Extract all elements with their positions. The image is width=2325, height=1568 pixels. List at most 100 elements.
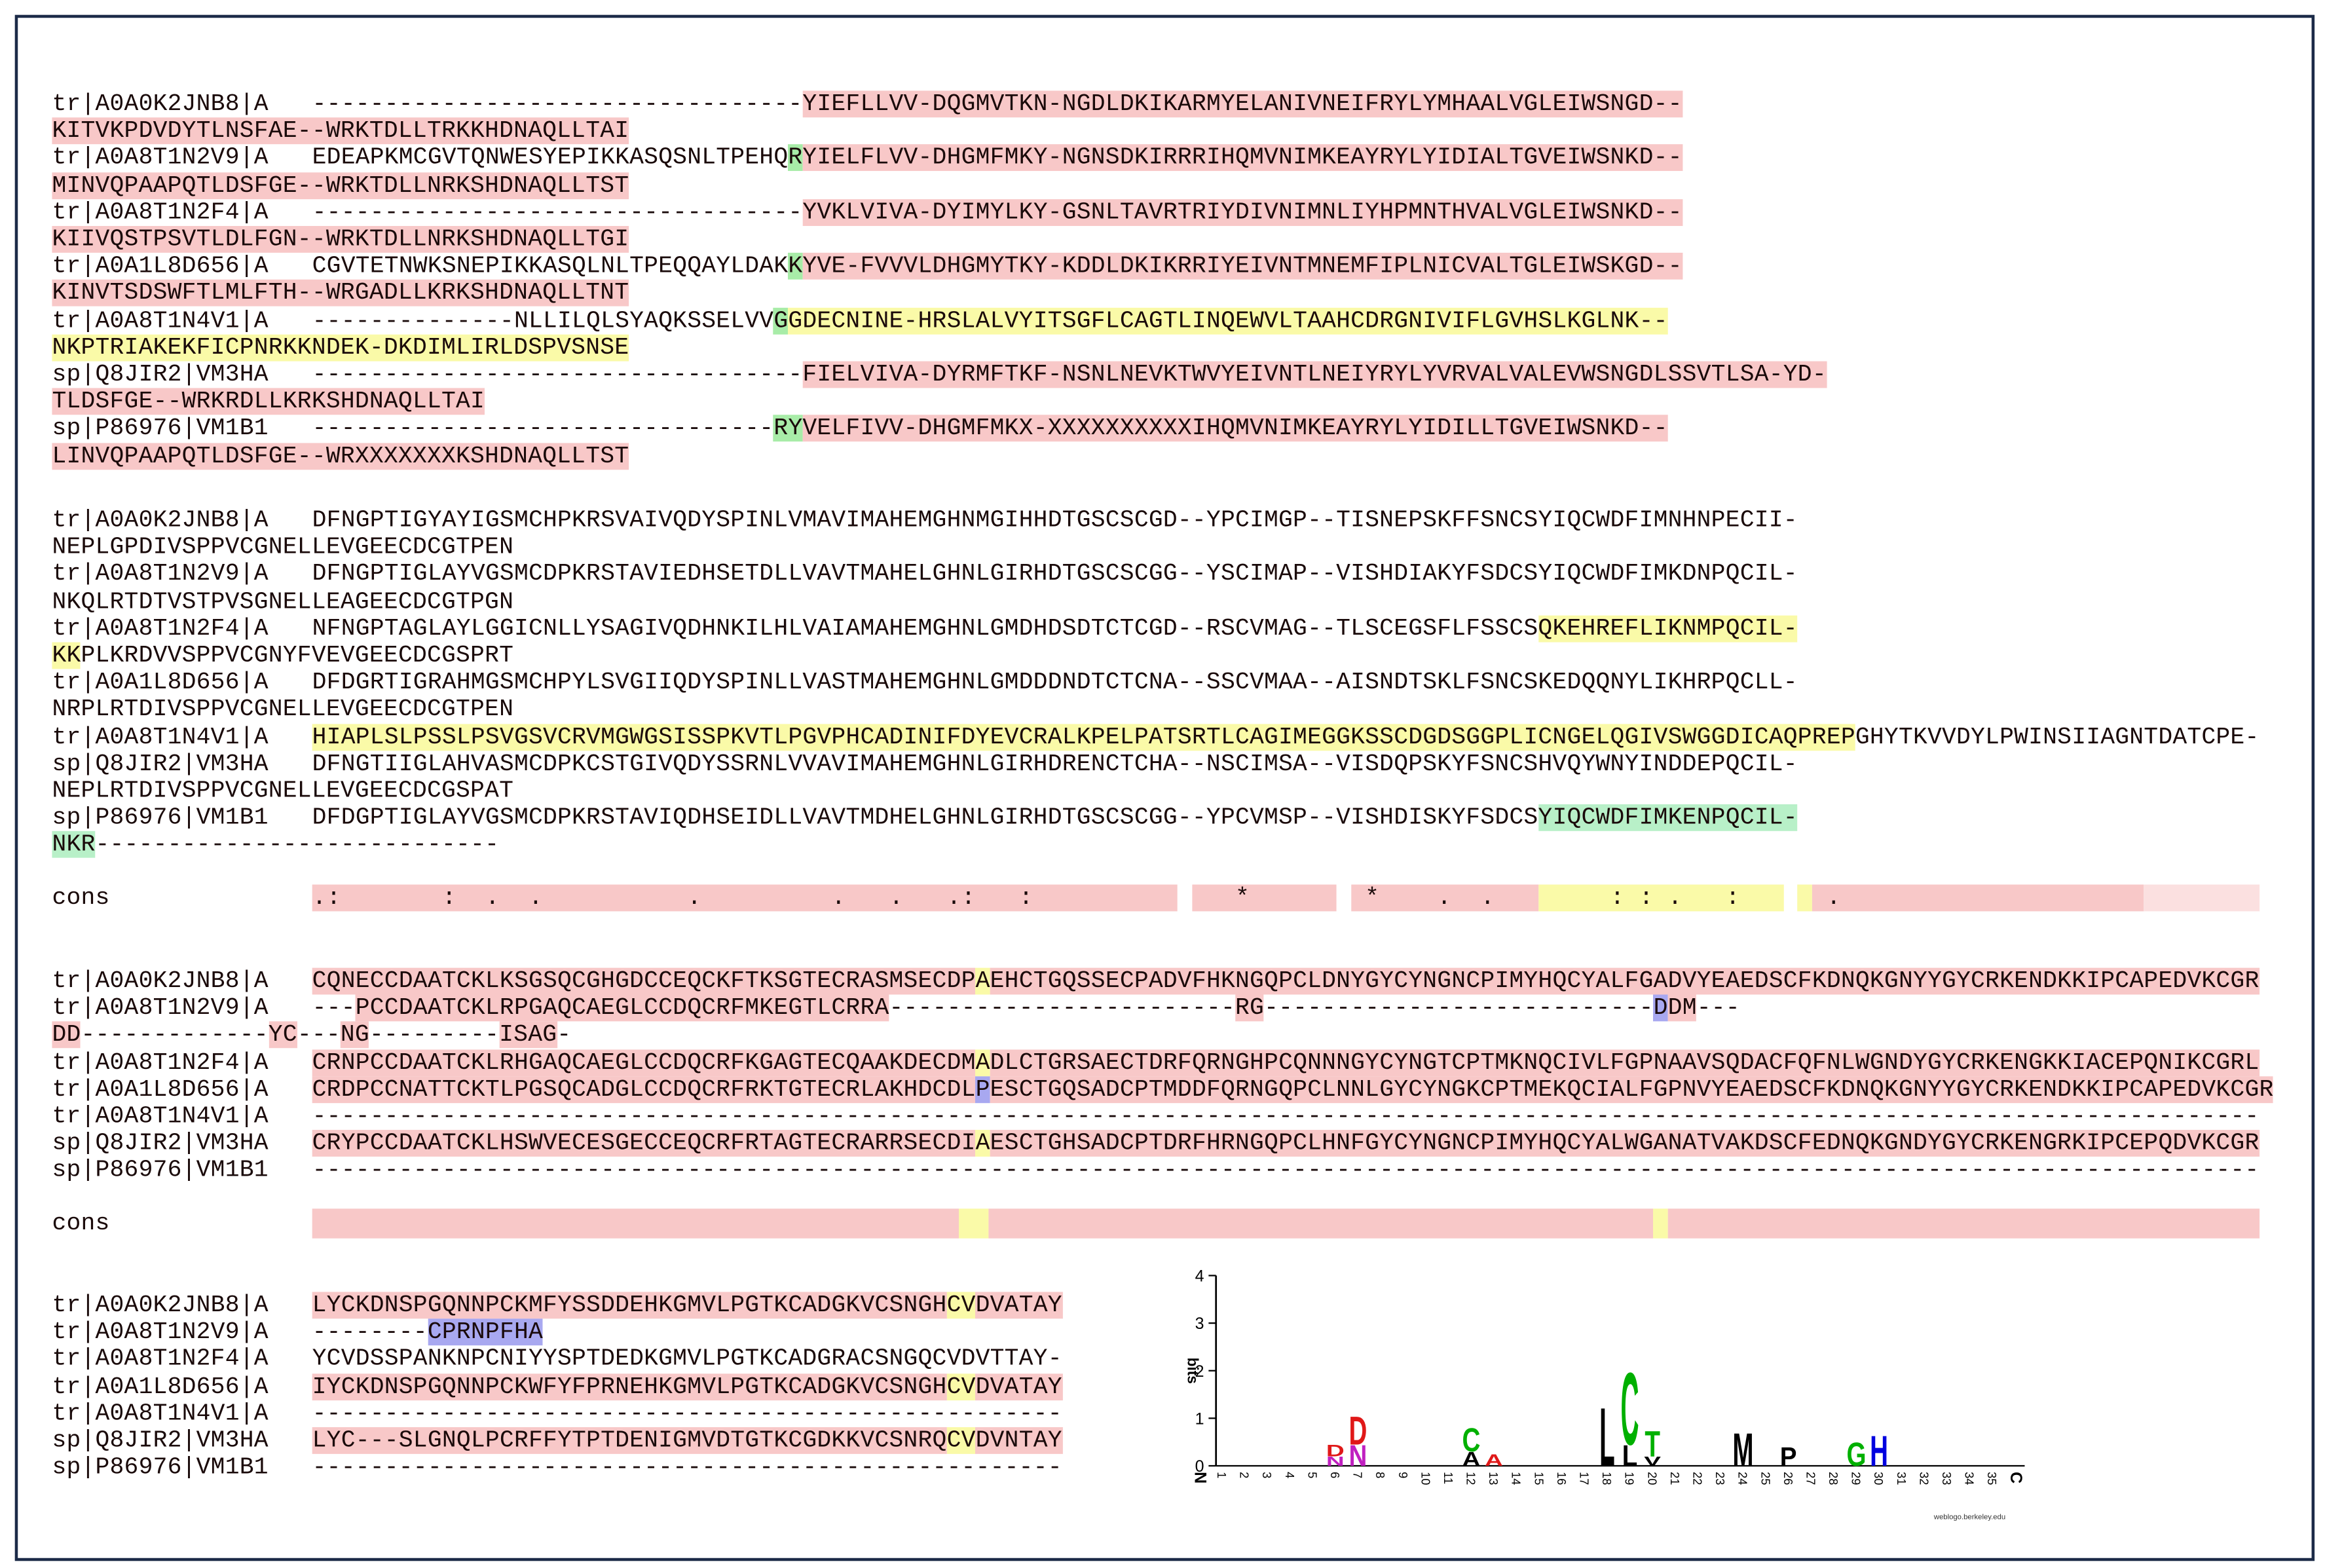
sequence-label: tr|A0A8T1N2V9|A: [52, 994, 269, 1022]
x-tick-label: 31: [1895, 1472, 1908, 1485]
sequence-label: tr|A0A8T1N2F4|A: [52, 615, 269, 643]
sequence-segment: DFNGPTIGYAYIGSMCHPKRSVAIVQDYSPINLVMAVIMA…: [312, 507, 1798, 534]
x-tick-label: 32: [1917, 1472, 1930, 1485]
alignment-row: tr|A0A1L8D656|A CGVTETNWKSNEPIKKASQLNLTPE…: [52, 253, 1683, 280]
sequence-segment: P: [975, 1075, 990, 1103]
sequence-segment: NKR: [52, 831, 96, 859]
alignment-row: tr|A0A8T1N2V9|A ---PCCDAATCKLRPGAQCAEGLCC…: [52, 994, 1740, 1022]
sequence-segment: ----------------------------------------…: [312, 1454, 1062, 1482]
alignment-row: tr|A0A0K2JNB8|A CQNECCDAATCKLKSGSQCGHGDCC…: [52, 967, 2260, 995]
alignment-row: KINVTSDSWFTLMLFTH--WRGADLLKRKSHDNAQLLTNT: [52, 280, 629, 307]
alignment-row: tr|A0A8T1N2V9|A EDEAPKMCGVTQNWESYEPIKKASQ…: [52, 145, 1683, 172]
x-tick-label: 25: [1758, 1472, 1772, 1485]
logo-letter: M: [1732, 1425, 1753, 1477]
sequence-segment: DLCTGRSAECTDRFQRNGHPCQNNNGYCYNGTCPTMKNQC…: [990, 1049, 2260, 1076]
alignment-row: tr|A0A8T1N4V1|A HIAPLSLPSSLPSVGSVCRVMGWGS…: [52, 723, 2259, 751]
alignment-row: NKQLRTDTVSTPVSGNELLEAGEECDCGTPGN: [52, 588, 513, 615]
alignment-row: tr|A0A1L8D656|A IYCKDNSPGQNNPCKWFYFPRNEHK…: [52, 1373, 1062, 1400]
logo-credit: weblogo.berkeley.edu: [1933, 1514, 2005, 1521]
alignment-row: tr|A0A8T1N4V1|A -------------------------…: [52, 1103, 2259, 1130]
logo-letter: P: [1780, 1442, 1797, 1472]
sequence-segment: YIEFLLVV-DQGMVTKN-NGDLDKIKARMYELANIVNEIF…: [802, 90, 1683, 118]
alignment-row: KKPLKRDVVSPPVCGNYFVEVGEECDCGSPRT: [52, 642, 513, 669]
sequence-segment: MINVQPAAPQTLDSFGE--WRKTDLLNRKSHDNAQLLTST: [52, 172, 629, 199]
cons-bar: [1667, 1208, 2260, 1239]
alignment-row: LINVQPAAPQTLDSFGE--WRXXXXXXXKSHDNAQLLTST: [52, 442, 629, 470]
sequence-segment: NG: [340, 1022, 369, 1049]
sequence-segment: ISAG: [499, 1022, 557, 1049]
sequence-segment: D: [1653, 994, 1668, 1022]
sequence-segment: ------------------------: [889, 994, 1236, 1022]
logo-letter: L: [1599, 1391, 1615, 1484]
sequence-segment: CV: [946, 1292, 976, 1319]
sequence-label: tr|A0A0K2JNB8|A: [52, 1292, 269, 1319]
sequence-segment: ---------------------------: [1264, 994, 1654, 1022]
alignment-row: cons: [52, 1210, 312, 1237]
alignment-row: sp|P86976|VM1B1 -------------------------…: [52, 1454, 1062, 1481]
sequence-label: tr|A0A1L8D656|A: [52, 669, 269, 696]
x-tick-label: 18: [1600, 1472, 1613, 1485]
x-tick-label: 6: [1328, 1472, 1341, 1478]
sequence-segment: KINVTSDSWFTLMLFTH--WRGADLLKRKSHDNAQLLTNT: [52, 280, 629, 307]
alignment-row: tr|A0A1L8D656|A DFDGRTIGRAHMGSMCHPYLSVGII…: [52, 669, 1797, 696]
sequence-label: tr|A0A1L8D656|A: [52, 1373, 269, 1400]
sequence-segment: DM: [1667, 994, 1697, 1022]
alignment-row: NEPLGPDIVSPPVCGNELLEVGEECDCGTPEN: [52, 534, 513, 561]
alignment-row: tr|A0A8T1N2F4|A -------------------------…: [52, 198, 1683, 226]
logo-letter: V: [1644, 1454, 1661, 1469]
sequence-segment: [2144, 884, 2260, 912]
x-tick-label: 19: [1623, 1472, 1636, 1485]
sequence-segment: NFNGPTAGLAYLGGICNLLYSAGIVQDHNKILHLVAIAMA…: [312, 615, 1538, 643]
cons-bar: [312, 1208, 959, 1239]
logo-letter: G: [1846, 1436, 1866, 1473]
logo-letter: H: [1870, 1427, 1888, 1475]
x-tick-label: 35: [1985, 1472, 1998, 1485]
sequence-segment: CGVTETNWKSNEPIKKASQLNLTPEQQAYLDAK: [312, 253, 789, 280]
sequence-segment: .: : . . . . . .: :: [312, 884, 1178, 912]
sequence-segment: DD: [52, 1022, 81, 1049]
cons-bar: [959, 1208, 989, 1239]
alignment-row: NEPLRTDIVSPPVCGNELLEVGEECDCGSPAT: [52, 777, 513, 804]
sequence-segment: : : . :: [1538, 884, 1783, 912]
sequence-segment: [1783, 885, 1798, 912]
sequence-segment: ---: [1696, 994, 1740, 1022]
sequence-segment: CRDPCCNATTCKTLPGSQCADGLCCDQCRFRKTGTECRLA…: [312, 1075, 976, 1103]
logo-letter: A: [1462, 1449, 1480, 1470]
logo-letter: A: [1485, 1451, 1503, 1470]
alignment-row: tr|A0A8T1N2F4|A CRNPCCDAATCKLRHGAQCAEGLCC…: [52, 1049, 2260, 1076]
x-tick-label: 21: [1668, 1472, 1681, 1485]
alignment-row: tr|A0A8T1N2F4|A YCVDSSPANKNPCNIYYSPTDEDKG…: [52, 1346, 1062, 1373]
sequence-segment: LYC---SLGNQLPCRFFYTPTDENIGMVDTGTKCGDKKVC…: [312, 1427, 947, 1454]
sequence-label: tr|A0A8T1N2F4|A: [52, 198, 269, 226]
sequence-segment: *: [1191, 884, 1337, 912]
sequence-segment: DVATAY: [975, 1373, 1062, 1400]
x-tick-label: 15: [1532, 1472, 1545, 1485]
logo-letter: D: [1326, 1441, 1345, 1460]
sequence-segment: --------------------------------: [312, 415, 774, 443]
sequence-segment: .: [1812, 884, 2144, 912]
sequence-segment: HIAPLSLPSSLPSVGSVCRVMGWGSISSPKVTLPGVPHCA…: [312, 723, 1855, 751]
sequence-segment: ----------------------------------: [312, 198, 803, 226]
x-tick-label: 17: [1578, 1472, 1591, 1485]
sequence-label: sp|P86976|VM1B1: [52, 1454, 269, 1482]
logo-letter: N: [1326, 1454, 1345, 1469]
alignment-row: MINVQPAAPQTLDSFGE--WRKTDLLNRKSHDNAQLLTST: [52, 172, 629, 199]
x-tick-label: 24: [1736, 1472, 1749, 1485]
alignment-row: tr|A0A0K2JNB8|A -------------------------…: [52, 90, 1683, 118]
cons-bar: [988, 1208, 1654, 1239]
sequence-segment: DVATAY: [975, 1292, 1062, 1319]
y-tick-label: 3: [1195, 1315, 1204, 1333]
alignment-row: sp|Q8JIR2|VM3HA CRYPCCDAATCKLHSWVECESGECC…: [52, 1130, 2260, 1157]
sequence-segment: NEPLGPDIVSPPVCGNELLEVGEECDCGTPEN: [52, 534, 514, 561]
sequence-label: tr|A0A0K2JNB8|A: [52, 90, 269, 118]
sequence-segment: DFNGTIIGLAHVASMCDPKCSTGIVQDYSSRNLVVAVIMA…: [312, 750, 1798, 777]
y-axis-label: bits: [1185, 1358, 1202, 1384]
x-tick-label: 3: [1260, 1472, 1273, 1478]
sequence-segment: ----------------------------------: [312, 361, 803, 388]
frame: [14, 14, 2315, 1561]
sequence-segment: CV: [946, 1373, 976, 1400]
y-tick-label: 0: [1195, 1457, 1204, 1476]
sequence-segment: NKQLRTDTVSTPVSGNELLEAGEECDCGTPGN: [52, 588, 514, 615]
sequence-segment: YIELFLVV-DHGMFMKY-NGNSDKIRRRIHQMVNIMKEAY…: [802, 145, 1683, 172]
sequence-segment: NRPLRTDIVSPPVCGNELLEVGEECDCGTPEN: [52, 696, 514, 724]
